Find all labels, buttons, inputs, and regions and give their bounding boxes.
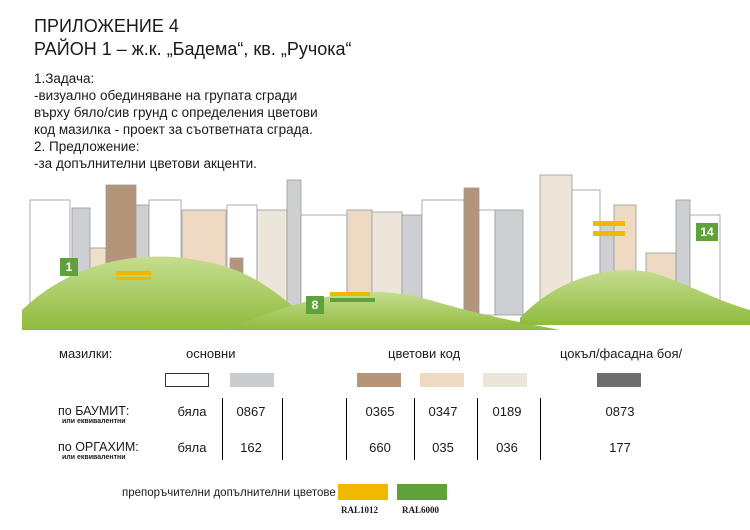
swatch-brown bbox=[357, 373, 401, 387]
code-cell: бяла bbox=[177, 404, 207, 419]
green-hill bbox=[22, 256, 300, 330]
ral1012-code: RAL1012 bbox=[341, 505, 379, 515]
code-cell: 0189 bbox=[492, 404, 522, 419]
code-cell: 0347 bbox=[428, 404, 458, 419]
task-line: 2. Предложение: bbox=[34, 139, 140, 154]
socle-paint-label: цокъл/фасадна боя/ bbox=[560, 346, 683, 361]
task-line: 1.Задача: bbox=[34, 71, 95, 86]
swatch-grey bbox=[230, 373, 274, 387]
task-line: код мазилка - проект за съответната сгра… bbox=[34, 122, 313, 137]
task-line: -визуално обединяване на групата сгради bbox=[34, 88, 298, 103]
building-number-badge: 14 bbox=[696, 223, 718, 241]
table-divider bbox=[414, 398, 415, 460]
table-divider bbox=[477, 398, 478, 460]
task-description: 1.Задача: -визуално обединяване на група… bbox=[34, 70, 318, 172]
code-cell: 162 bbox=[240, 440, 262, 455]
color-code-label: цветови код bbox=[388, 346, 461, 361]
code-cell: 036 bbox=[496, 440, 518, 455]
yellow-accent bbox=[116, 271, 151, 275]
district-title: РАЙОН 1 – ж.к. „Бадема“, кв. „Ручока“ bbox=[34, 39, 352, 59]
buildings-illustration bbox=[22, 174, 750, 330]
building bbox=[463, 187, 480, 316]
yellow-accent bbox=[330, 292, 370, 296]
row-label-text: по БАУМИТ: bbox=[58, 404, 130, 418]
code-cell: 177 bbox=[609, 440, 631, 455]
task-line: -за допълнителни цветови акценти. bbox=[34, 156, 257, 171]
code-cell: 0873 bbox=[605, 404, 635, 419]
row-label-sub: или еквивалентни bbox=[62, 454, 126, 461]
code-cell: 0867 bbox=[236, 404, 266, 419]
base-colors-label: основни bbox=[186, 346, 236, 361]
orgachim-row-label: по ОРГАХИМ: или еквивалентни bbox=[58, 440, 139, 462]
swatch-dark-grey bbox=[597, 373, 641, 387]
yellow-accent bbox=[593, 231, 625, 236]
swatch-cream bbox=[483, 373, 527, 387]
table-divider bbox=[222, 398, 223, 460]
swatch-ral6000 bbox=[397, 484, 447, 500]
table-divider bbox=[346, 398, 347, 460]
appendix-title: ПРИЛОЖЕНИЕ 4 bbox=[34, 16, 179, 36]
code-cell: 035 bbox=[432, 440, 454, 455]
task-line: върху бяло/сив грунд с определения цвето… bbox=[34, 105, 318, 120]
baumit-row-label: по БАУМИТ: или еквивалентни bbox=[58, 404, 129, 426]
recommended-colors-label: препоръчителни допълнителни цветове : bbox=[122, 487, 343, 499]
building bbox=[494, 209, 524, 316]
yellow-accent bbox=[116, 277, 151, 280]
table-divider bbox=[540, 398, 541, 460]
building bbox=[286, 179, 302, 321]
row-label-text: по ОРГАХИМ: bbox=[58, 440, 139, 454]
ral6000-code: RAL6000 bbox=[402, 505, 440, 515]
green-accent bbox=[330, 298, 375, 302]
code-cell: бяла bbox=[177, 440, 207, 455]
swatch-beige bbox=[420, 373, 464, 387]
table-divider bbox=[282, 398, 283, 460]
green-hill bbox=[520, 270, 750, 325]
plaster-label: мазилки: bbox=[59, 346, 113, 361]
swatch-white bbox=[165, 373, 209, 387]
building-number-badge: 1 bbox=[60, 258, 78, 276]
swatch-ral1012 bbox=[338, 484, 388, 500]
building bbox=[478, 209, 496, 316]
building-number-badge: 8 bbox=[306, 296, 324, 314]
code-cell: 0365 bbox=[365, 404, 395, 419]
building bbox=[421, 199, 465, 316]
code-cell: 660 bbox=[369, 440, 391, 455]
yellow-accent bbox=[593, 221, 625, 226]
row-label-sub: или еквивалентни bbox=[62, 418, 126, 425]
